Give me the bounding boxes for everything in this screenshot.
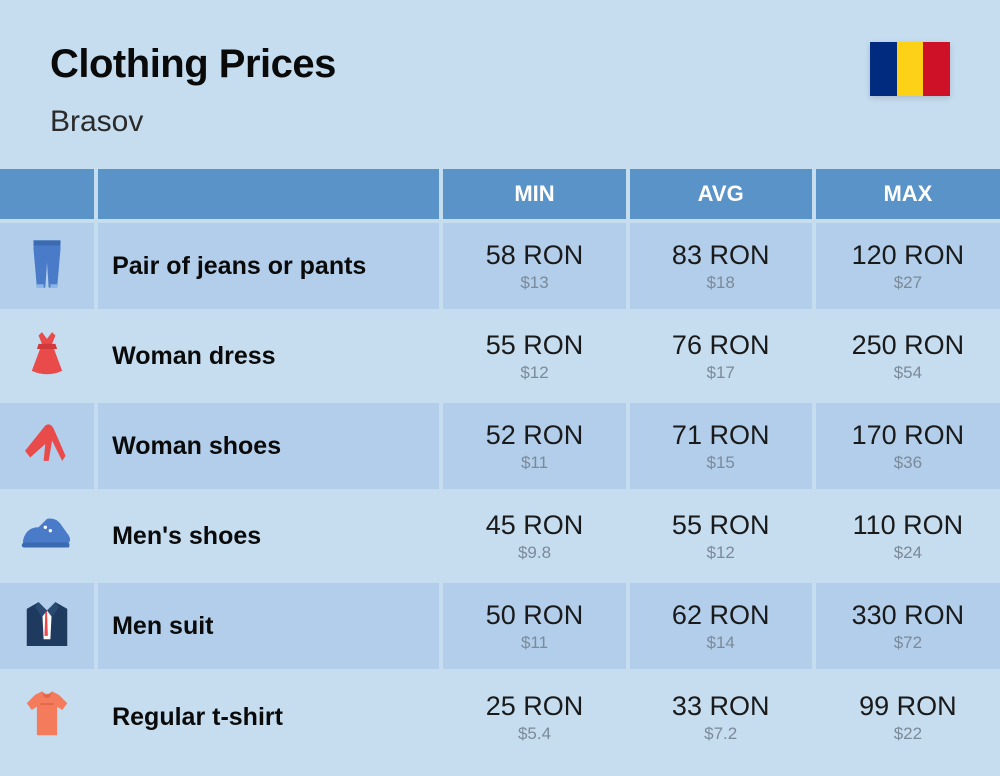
row-name: Pair of jeans or pants bbox=[96, 221, 441, 311]
header: Clothing Prices Brasov bbox=[0, 0, 1000, 169]
row-min: 58 RON$13 bbox=[441, 221, 627, 311]
value-secondary: $54 bbox=[816, 363, 1000, 383]
row-avg: 76 RON$17 bbox=[628, 311, 814, 401]
table-row: Woman dress55 RON$1276 RON$17250 RON$54 bbox=[0, 311, 1000, 401]
value-secondary: $15 bbox=[630, 453, 812, 473]
row-max: 170 RON$36 bbox=[814, 401, 1000, 491]
value-primary: 76 RON bbox=[630, 330, 812, 361]
row-min: 25 RON$5.4 bbox=[441, 671, 627, 761]
row-icon-cell bbox=[0, 671, 96, 761]
value-primary: 83 RON bbox=[630, 240, 812, 271]
value-primary: 250 RON bbox=[816, 330, 1000, 361]
row-max: 110 RON$24 bbox=[814, 491, 1000, 581]
row-min: 52 RON$11 bbox=[441, 401, 627, 491]
page-title: Clothing Prices bbox=[50, 42, 336, 87]
value-secondary: $72 bbox=[816, 633, 1000, 653]
row-max: 99 RON$22 bbox=[814, 671, 1000, 761]
value-secondary: $22 bbox=[816, 724, 1000, 744]
value-primary: 55 RON bbox=[443, 330, 625, 361]
row-avg: 71 RON$15 bbox=[628, 401, 814, 491]
value-secondary: $14 bbox=[630, 633, 812, 653]
value-primary: 55 RON bbox=[630, 510, 812, 541]
value-secondary: $12 bbox=[630, 543, 812, 563]
value-primary: 25 RON bbox=[443, 691, 625, 722]
row-name: Woman dress bbox=[96, 311, 441, 401]
value-primary: 33 RON bbox=[630, 691, 812, 722]
tshirt-icon bbox=[20, 688, 74, 742]
row-min: 45 RON$9.8 bbox=[441, 491, 627, 581]
row-min: 55 RON$12 bbox=[441, 311, 627, 401]
header-icon-col bbox=[0, 169, 96, 221]
value-secondary: $36 bbox=[816, 453, 1000, 473]
row-icon-cell bbox=[0, 491, 96, 581]
row-max: 120 RON$27 bbox=[814, 221, 1000, 311]
row-name: Men suit bbox=[96, 581, 441, 671]
value-primary: 71 RON bbox=[630, 420, 812, 451]
value-primary: 45 RON bbox=[443, 510, 625, 541]
heel-icon bbox=[20, 417, 74, 471]
title-block: Clothing Prices Brasov bbox=[50, 42, 336, 139]
row-max: 250 RON$54 bbox=[814, 311, 1000, 401]
value-primary: 120 RON bbox=[816, 240, 1000, 271]
suit-icon bbox=[20, 597, 74, 651]
table-row: Woman shoes52 RON$1171 RON$15170 RON$36 bbox=[0, 401, 1000, 491]
header-max: MAX bbox=[814, 169, 1000, 221]
jeans-icon bbox=[20, 237, 74, 291]
row-avg: 33 RON$7.2 bbox=[628, 671, 814, 761]
row-name: Men's shoes bbox=[96, 491, 441, 581]
flag-stripe-3 bbox=[923, 42, 950, 96]
value-primary: 170 RON bbox=[816, 420, 1000, 451]
table-row: Men's shoes45 RON$9.855 RON$12110 RON$24 bbox=[0, 491, 1000, 581]
row-name: Regular t-shirt bbox=[96, 671, 441, 761]
row-max: 330 RON$72 bbox=[814, 581, 1000, 671]
row-icon-cell bbox=[0, 311, 96, 401]
value-secondary: $13 bbox=[443, 273, 625, 293]
page-subtitle: Brasov bbox=[50, 105, 336, 139]
header-name-col bbox=[96, 169, 441, 221]
value-secondary: $7.2 bbox=[630, 724, 812, 744]
value-primary: 62 RON bbox=[630, 600, 812, 631]
row-icon-cell bbox=[0, 221, 96, 311]
value-secondary: $12 bbox=[443, 363, 625, 383]
sneaker-icon bbox=[20, 507, 74, 561]
row-icon-cell bbox=[0, 581, 96, 671]
value-primary: 110 RON bbox=[816, 510, 1000, 541]
value-secondary: $27 bbox=[816, 273, 1000, 293]
value-primary: 58 RON bbox=[443, 240, 625, 271]
row-icon-cell bbox=[0, 401, 96, 491]
value-secondary: $17 bbox=[630, 363, 812, 383]
value-primary: 50 RON bbox=[443, 600, 625, 631]
row-avg: 55 RON$12 bbox=[628, 491, 814, 581]
value-primary: 330 RON bbox=[816, 600, 1000, 631]
value-secondary: $18 bbox=[630, 273, 812, 293]
value-primary: 52 RON bbox=[443, 420, 625, 451]
table-header-row: MIN AVG MAX bbox=[0, 169, 1000, 221]
row-avg: 83 RON$18 bbox=[628, 221, 814, 311]
flag-icon bbox=[870, 42, 950, 96]
value-secondary: $11 bbox=[443, 453, 625, 473]
value-secondary: $5.4 bbox=[443, 724, 625, 744]
table-row: Pair of jeans or pants58 RON$1383 RON$18… bbox=[0, 221, 1000, 311]
header-min: MIN bbox=[441, 169, 627, 221]
dress-icon bbox=[20, 327, 74, 381]
header-avg: AVG bbox=[628, 169, 814, 221]
row-name: Woman shoes bbox=[96, 401, 441, 491]
flag-stripe-2 bbox=[897, 42, 924, 96]
table-row: Men suit50 RON$1162 RON$14330 RON$72 bbox=[0, 581, 1000, 671]
value-secondary: $9.8 bbox=[443, 543, 625, 563]
row-avg: 62 RON$14 bbox=[628, 581, 814, 671]
value-secondary: $11 bbox=[443, 633, 625, 653]
flag-stripe-1 bbox=[870, 42, 897, 96]
value-secondary: $24 bbox=[816, 543, 1000, 563]
table-row: Regular t-shirt25 RON$5.433 RON$7.299 RO… bbox=[0, 671, 1000, 761]
price-table: MIN AVG MAX Pair of jeans or pants58 RON… bbox=[0, 169, 1000, 761]
row-min: 50 RON$11 bbox=[441, 581, 627, 671]
value-primary: 99 RON bbox=[816, 691, 1000, 722]
